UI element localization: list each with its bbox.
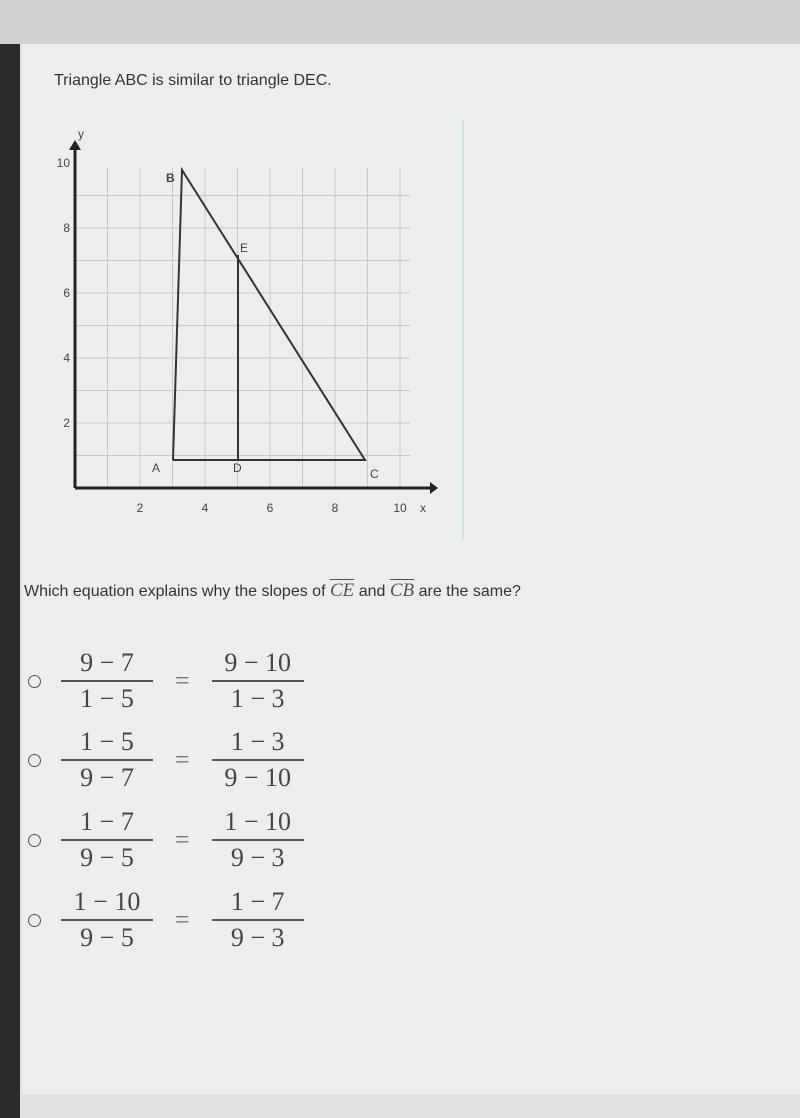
point-label: A — [152, 461, 160, 475]
y-tick-label: 8 — [63, 221, 70, 235]
point-label: D — [233, 461, 242, 475]
numerator: 1 − 10 — [73, 887, 141, 916]
fraction: 1 − 7 9 − 3 — [211, 887, 304, 953]
fraction: 1 − 7 9 − 5 — [61, 807, 153, 873]
graph: y x B A D C E 2 4 6 8 10 2 4 6 8 10 — [57, 127, 438, 515]
fraction: 9 − 7 1 − 5 — [61, 648, 153, 714]
equals-sign: = — [175, 825, 190, 854]
denominator: 9 − 5 — [61, 839, 153, 873]
segment-name: CE — [329, 580, 355, 601]
point-label: B — [166, 171, 175, 185]
numerator: 1 − 3 — [230, 727, 285, 756]
triangle-abc — [172, 166, 367, 461]
answer-option[interactable]: 1 − 10 9 − 5 = 1 − 7 9 − 3 — [28, 887, 304, 953]
answer-option[interactable]: 1 − 7 9 − 5 = 1 − 10 9 − 3 — [28, 807, 304, 873]
denominator: 1 − 3 — [211, 680, 304, 714]
denominator: 9 − 3 — [211, 919, 304, 953]
fraction: 1 − 3 9 − 10 — [211, 727, 304, 793]
answer-option[interactable]: 9 − 7 1 − 5 = 9 − 10 1 − 3 — [28, 648, 304, 714]
numerator: 9 − 10 — [224, 648, 291, 677]
numerator: 1 − 7 — [80, 807, 134, 836]
numerator: 9 − 7 — [80, 648, 134, 677]
point-label: C — [370, 467, 379, 481]
equals-sign: = — [175, 905, 190, 934]
text: Which equation explains why the slopes o… — [24, 583, 326, 600]
y-tick-label: 4 — [63, 351, 70, 365]
equals-sign: = — [175, 745, 190, 774]
y-axis-label: y — [78, 127, 84, 141]
radio-button[interactable] — [28, 753, 41, 767]
x-axis-label: x — [420, 501, 426, 515]
x-arrow — [430, 482, 438, 494]
point-label: E — [240, 241, 248, 255]
denominator: 9 − 7 — [61, 759, 153, 793]
x-tick-label: 8 — [332, 501, 339, 515]
question-text: Triangle ABC is similar to triangle DEC. — [54, 72, 332, 89]
y-tick-label: 2 — [63, 416, 70, 430]
x-tick-label: 4 — [202, 501, 209, 515]
denominator: 9 − 5 — [61, 919, 153, 953]
equals-sign: = — [175, 666, 190, 695]
fraction: 1 − 5 9 − 7 — [61, 727, 153, 793]
text: are the same? — [418, 583, 521, 600]
text: and — [358, 583, 386, 600]
denominator: 1 − 5 — [61, 680, 153, 714]
radio-button[interactable] — [28, 674, 41, 688]
fraction: 1 − 10 9 − 3 — [211, 807, 304, 873]
y-tick-label: 10 — [57, 156, 71, 170]
y-tick-label: 6 — [63, 286, 70, 300]
answer-option[interactable]: 1 − 5 9 − 7 = 1 − 3 9 − 10 — [28, 727, 304, 793]
denominator: 9 − 3 — [211, 839, 304, 873]
fraction: 1 − 10 9 − 5 — [61, 887, 153, 953]
denominator: 9 − 10 — [211, 759, 304, 793]
radio-button[interactable] — [28, 913, 41, 927]
radio-button[interactable] — [28, 833, 41, 847]
divider — [462, 120, 464, 540]
segment-name: CB — [389, 580, 415, 601]
top-bar — [0, 0, 800, 44]
numerator: 1 − 10 — [224, 807, 291, 836]
fraction: 9 − 10 1 − 3 — [211, 648, 304, 714]
y-arrow — [69, 140, 81, 150]
numerator: 1 − 5 — [80, 727, 134, 756]
x-tick-label: 2 — [137, 501, 144, 515]
question-text: Which equation explains why the slopes o… — [24, 580, 521, 602]
numerator: 1 − 7 — [230, 887, 285, 916]
window-edge — [0, 0, 20, 1118]
x-tick-label: 6 — [267, 501, 274, 515]
x-tick-label: 10 — [393, 501, 407, 515]
